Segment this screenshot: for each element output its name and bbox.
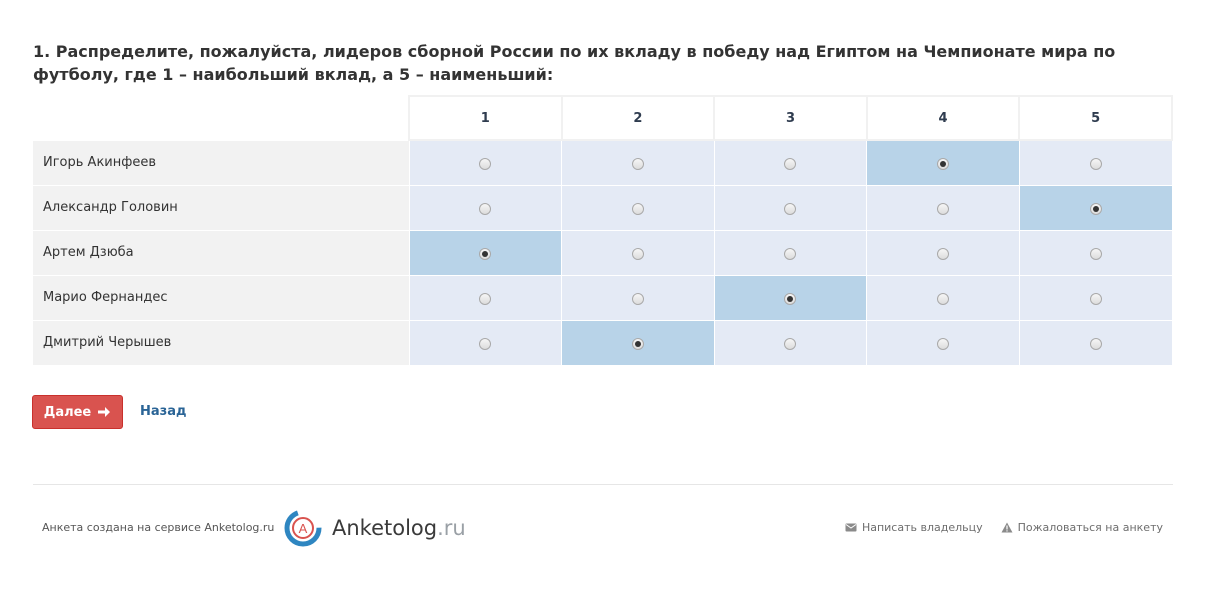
row-label: Игорь Акинфеев: [33, 139, 410, 185]
option-cell[interactable]: [561, 229, 715, 275]
complain-label: Пожаловаться на анкету: [1017, 521, 1163, 534]
column-header: 1: [408, 95, 563, 141]
matrix-row: Игорь Акинфеев: [33, 139, 1172, 185]
next-button[interactable]: Далее: [32, 395, 123, 429]
option-cell[interactable]: [1018, 274, 1172, 320]
matrix-header-row: 1 2 3 4 5: [33, 95, 1173, 141]
column-header: 4: [865, 95, 1021, 141]
rank-radio[interactable]: [631, 157, 644, 170]
created-by-text: Анкета создана на сервисе Anketolog.ru: [42, 521, 275, 534]
row-label: Александр Головин: [33, 184, 410, 230]
option-cell[interactable]: [408, 274, 562, 320]
warning-icon: [1001, 522, 1013, 533]
logo-suffix: .ru: [437, 516, 466, 540]
option-cell[interactable]: [866, 229, 1020, 275]
rank-radio[interactable]: [631, 337, 644, 350]
logo-letter: A: [299, 521, 308, 536]
rank-radio[interactable]: [937, 337, 950, 350]
option-cell[interactable]: [866, 319, 1020, 365]
next-button-label: Далее: [43, 404, 92, 420]
option-cell[interactable]: [1018, 319, 1172, 365]
matrix-row: Александр Головин: [33, 184, 1172, 230]
rank-radio[interactable]: [937, 292, 950, 305]
envelope-icon: [845, 523, 857, 532]
option-cell[interactable]: [713, 319, 867, 365]
option-cell[interactable]: [713, 274, 867, 320]
footer-links: Написать владельцу Пожаловаться на анкет…: [845, 521, 1163, 534]
option-cell[interactable]: [408, 229, 562, 275]
rank-radio[interactable]: [1089, 157, 1102, 170]
rank-radio[interactable]: [631, 247, 644, 260]
rank-radio[interactable]: [937, 247, 950, 260]
matrix-row: Дмитрий Черышев: [33, 319, 1172, 365]
option-cell[interactable]: [408, 319, 562, 365]
row-label: Артем Дзюба: [33, 229, 410, 275]
question-title: 1. Распределите, пожалуйста, лидеров сбо…: [33, 42, 1116, 84]
rank-radio[interactable]: [631, 292, 644, 305]
rank-radio[interactable]: [784, 157, 797, 170]
rank-radio[interactable]: [1089, 337, 1102, 350]
rank-radio[interactable]: [479, 247, 492, 260]
option-cell[interactable]: [561, 139, 715, 185]
rank-radio[interactable]: [479, 292, 492, 305]
footer-divider: [33, 484, 1173, 485]
rank-radio[interactable]: [1089, 292, 1102, 305]
option-cell[interactable]: [561, 319, 715, 365]
option-cell[interactable]: [866, 139, 1020, 185]
logo-main: Anketolog: [332, 516, 438, 540]
write-owner-link[interactable]: Написать владельцу: [845, 521, 983, 534]
option-cell[interactable]: [1018, 184, 1172, 230]
option-cell[interactable]: [713, 184, 867, 230]
rank-radio[interactable]: [1089, 202, 1102, 215]
logo-wordmark: Anketolog.ru: [332, 516, 466, 540]
matrix-header-empty: [33, 96, 409, 140]
option-cell[interactable]: [1018, 139, 1172, 185]
rank-radio[interactable]: [479, 202, 492, 215]
rank-radio[interactable]: [479, 157, 492, 170]
option-cell[interactable]: [713, 139, 867, 185]
option-cell[interactable]: [408, 184, 562, 230]
option-cell[interactable]: [713, 229, 867, 275]
matrix-row: Артем Дзюба: [33, 229, 1172, 275]
option-cell[interactable]: [561, 274, 715, 320]
ranking-matrix: 1 2 3 4 5 Игорь Акинфеев Александр Голови…: [33, 95, 1173, 365]
option-cell[interactable]: [1018, 229, 1172, 275]
rank-radio[interactable]: [631, 202, 644, 215]
row-label: Дмитрий Черышев: [33, 319, 410, 365]
option-cell[interactable]: [561, 184, 715, 230]
rank-radio[interactable]: [937, 157, 950, 170]
complain-link[interactable]: Пожаловаться на анкету: [1001, 521, 1163, 534]
option-cell[interactable]: [408, 139, 562, 185]
matrix-row: Марио Фернандес: [33, 274, 1172, 320]
rank-radio[interactable]: [937, 202, 950, 215]
row-label: Марио Фернандес: [33, 274, 410, 320]
column-header: 2: [560, 95, 716, 141]
option-cell[interactable]: [866, 274, 1020, 320]
anketolog-logo-icon: A: [284, 509, 322, 547]
rank-radio[interactable]: [784, 337, 797, 350]
write-owner-label: Написать владельцу: [861, 521, 983, 534]
rank-radio[interactable]: [479, 337, 492, 350]
option-cell[interactable]: [866, 184, 1020, 230]
column-header: 3: [713, 95, 868, 141]
rank-radio[interactable]: [1089, 247, 1102, 260]
rank-radio[interactable]: [784, 202, 797, 215]
rank-radio[interactable]: [784, 247, 797, 260]
column-header: 5: [1018, 95, 1173, 141]
arrow-right-icon: [98, 407, 111, 417]
back-link[interactable]: Назад: [140, 404, 187, 419]
anketolog-logo[interactable]: A Anketolog.ru: [282, 508, 466, 548]
rank-radio[interactable]: [784, 292, 797, 305]
